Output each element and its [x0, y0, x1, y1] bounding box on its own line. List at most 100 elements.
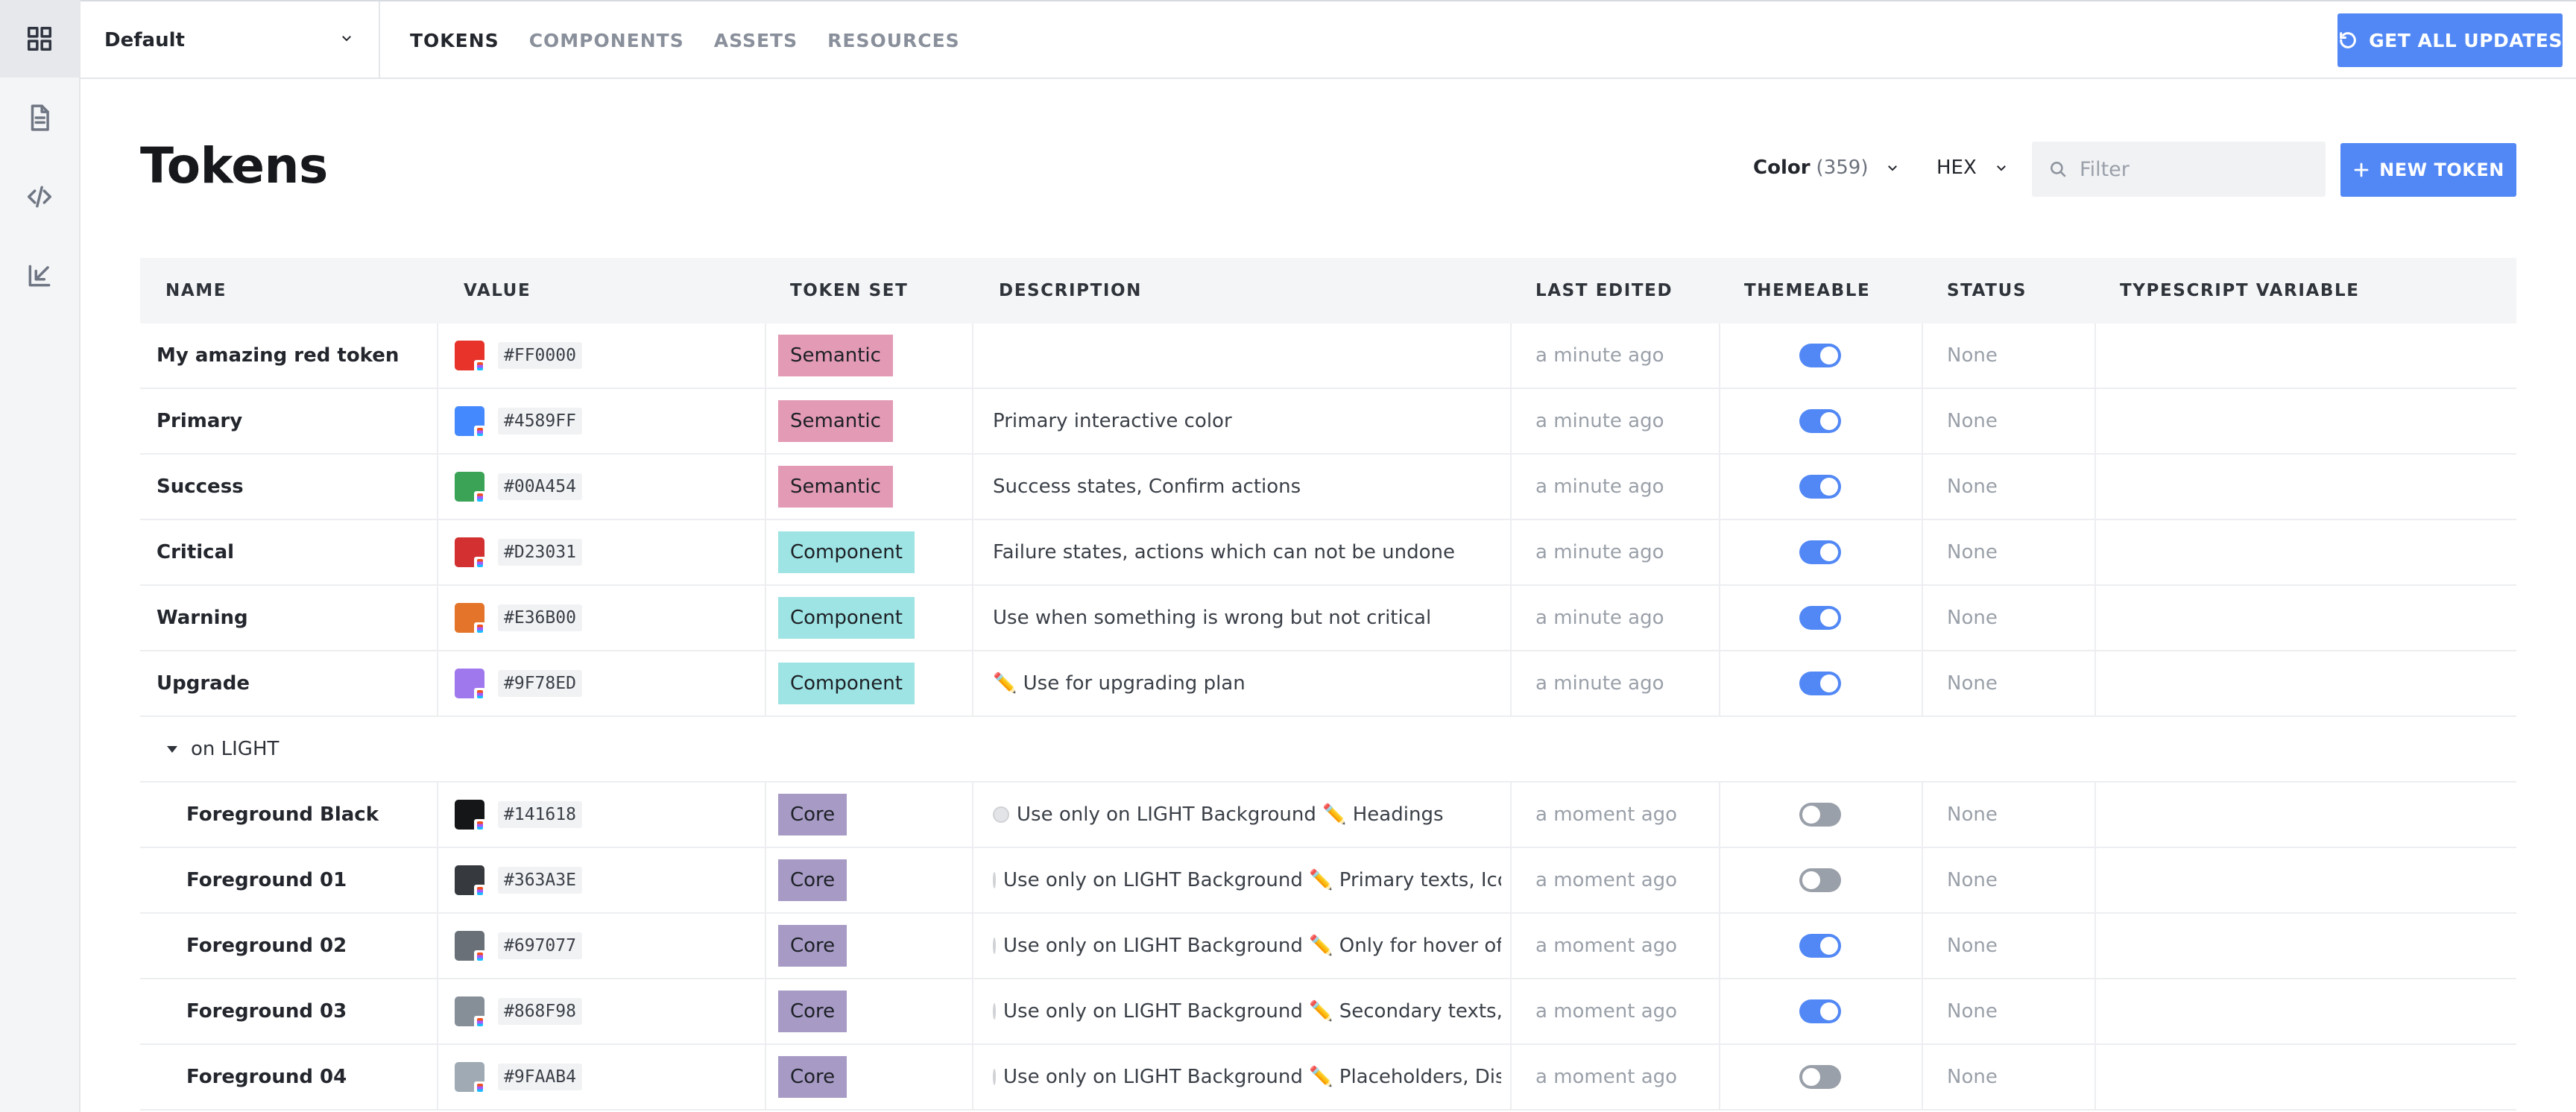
color-swatch[interactable]	[455, 537, 486, 569]
typescript-variable-cell[interactable]	[2120, 651, 2507, 715]
token-name[interactable]: Foreground 03	[186, 1000, 347, 1023]
token-set-cell[interactable]: Semantic	[778, 455, 965, 519]
group-row-on-light[interactable]: on LIGHT	[140, 717, 2516, 783]
table-row[interactable]: Primary #4589FF Semantic Primary interactiv…	[140, 389, 2516, 455]
column-header-token-set[interactable]: TOKEN SET	[790, 281, 909, 300]
token-set-cell[interactable]: Core	[778, 1045, 965, 1109]
color-swatch[interactable]	[455, 1062, 486, 1093]
column-header-description[interactable]: DESCRIPTION	[999, 281, 1143, 300]
token-type-dropdown[interactable]: Color (359)	[1753, 157, 1899, 179]
color-swatch[interactable]	[455, 669, 486, 700]
table-row[interactable]: Foreground Black #141618 Core Use only on L…	[140, 783, 2516, 848]
tab-components[interactable]: COMPONENTS	[528, 29, 684, 51]
description-cell[interactable]	[993, 323, 1501, 388]
token-name[interactable]: Foreground 01	[186, 869, 347, 891]
themeable-toggle[interactable]	[1799, 344, 1841, 367]
description-cell[interactable]: Success states, Confirm actions	[993, 455, 1501, 519]
color-swatch[interactable]	[455, 800, 486, 831]
token-set-cell[interactable]: Core	[778, 979, 965, 1043]
color-swatch[interactable]	[455, 865, 486, 897]
token-value[interactable]: #9F78ED	[455, 651, 753, 715]
caret-down-icon[interactable]	[167, 745, 177, 753]
typescript-variable-cell[interactable]	[2120, 979, 2507, 1043]
format-dropdown[interactable]: HEX	[1936, 157, 2008, 179]
token-set-cell[interactable]: Semantic	[778, 323, 965, 388]
themeable-toggle[interactable]	[1799, 803, 1841, 827]
theme-dropdown[interactable]: Default	[80, 1, 380, 79]
themeable-toggle[interactable]	[1799, 868, 1841, 892]
themeable-toggle[interactable]	[1799, 475, 1841, 499]
token-value[interactable]: #E36B00	[455, 586, 753, 650]
description-cell[interactable]: ✏️ Use for upgrading plan	[993, 651, 1501, 715]
table-row[interactable]: Success #00A454 Semantic Success states, Co…	[140, 455, 2516, 520]
table-row[interactable]: Foreground 03 #868F98 Core Use only on LIGH…	[140, 979, 2516, 1045]
token-value[interactable]: #D23031	[455, 520, 753, 584]
token-set-cell[interactable]: Component	[778, 520, 965, 584]
themeable-toggle[interactable]	[1799, 409, 1841, 433]
column-header-name[interactable]: NAME	[165, 281, 227, 300]
typescript-variable-cell[interactable]	[2120, 323, 2507, 388]
column-header-value[interactable]: VALUE	[464, 281, 531, 300]
token-value[interactable]: #697077	[455, 914, 753, 978]
themeable-toggle[interactable]	[1799, 672, 1841, 695]
rail-item-code[interactable]	[0, 158, 79, 236]
token-value[interactable]: #363A3E	[455, 848, 753, 912]
tab-tokens[interactable]: TOKENS	[410, 29, 499, 51]
table-row[interactable]: Warning #E36B00 Component Use when somethin…	[140, 586, 2516, 651]
column-header-themeable[interactable]: THEMEABLE	[1744, 281, 1871, 300]
token-name[interactable]: Success	[157, 476, 244, 498]
typescript-variable-cell[interactable]	[2120, 586, 2507, 650]
token-name[interactable]: My amazing red token	[157, 344, 400, 367]
table-row[interactable]: Foreground 04 #9FAAB4 Core Use only on LIGH…	[140, 1045, 2516, 1111]
token-name[interactable]: Foreground 02	[186, 935, 347, 957]
token-name[interactable]: Upgrade	[157, 672, 250, 695]
table-row[interactable]: Upgrade #9F78ED Component ✏️ Use for upgrad…	[140, 651, 2516, 717]
description-cell[interactable]: Use when something is wrong but not crit…	[993, 586, 1501, 650]
filter-input[interactable]	[2080, 157, 2318, 181]
get-all-updates-button[interactable]: GET ALL UPDATES	[2337, 13, 2563, 67]
typescript-variable-cell[interactable]	[2120, 783, 2507, 847]
typescript-variable-cell[interactable]	[2120, 914, 2507, 978]
typescript-variable-cell[interactable]	[2120, 1045, 2507, 1109]
column-header-status[interactable]: STATUS	[1947, 281, 2027, 300]
tab-assets[interactable]: ASSETS	[713, 29, 798, 51]
description-cell[interactable]: Use only on LIGHT Background ✏️ Headings	[993, 783, 1501, 847]
token-set-cell[interactable]: Core	[778, 783, 965, 847]
themeable-toggle[interactable]	[1799, 540, 1841, 564]
rail-item-tokens[interactable]	[0, 0, 79, 78]
column-header-last-edited[interactable]: LAST EDITED	[1535, 281, 1673, 300]
token-set-cell[interactable]: Core	[778, 914, 965, 978]
rail-item-docs[interactable]	[0, 79, 79, 157]
token-name[interactable]: Primary	[157, 410, 243, 432]
token-value[interactable]: #141618	[455, 783, 753, 847]
token-set-cell[interactable]: Component	[778, 651, 965, 715]
description-cell[interactable]: Use only on LIGHT Background ✏️ Placehol…	[993, 1045, 1501, 1109]
token-value[interactable]: #FF0000	[455, 323, 753, 388]
typescript-variable-cell[interactable]	[2120, 389, 2507, 453]
table-row[interactable]: My amazing red token #FF0000 Semantic a min…	[140, 323, 2516, 389]
color-swatch[interactable]	[455, 603, 486, 634]
color-swatch[interactable]	[455, 406, 486, 437]
token-name[interactable]: Foreground 04	[186, 1066, 347, 1088]
token-set-cell[interactable]: Semantic	[778, 389, 965, 453]
token-set-cell[interactable]: Core	[778, 848, 965, 912]
rail-item-import[interactable]	[0, 237, 79, 315]
new-token-button[interactable]: NEW TOKEN	[2340, 143, 2516, 197]
table-row[interactable]: Foreground 02 #697077 Core Use only on LIGH…	[140, 914, 2516, 979]
token-value[interactable]: #868F98	[455, 979, 753, 1043]
token-name[interactable]: Warning	[157, 607, 248, 629]
color-swatch[interactable]	[455, 341, 486, 372]
typescript-variable-cell[interactable]	[2120, 848, 2507, 912]
table-row[interactable]: Foreground 01 #363A3E Core Use only on LIGH…	[140, 848, 2516, 914]
token-name[interactable]: Foreground Black	[186, 803, 379, 826]
typescript-variable-cell[interactable]	[2120, 455, 2507, 519]
color-swatch[interactable]	[455, 472, 486, 503]
themeable-toggle[interactable]	[1799, 606, 1841, 630]
description-cell[interactable]: Primary interactive color	[993, 389, 1501, 453]
color-swatch[interactable]	[455, 931, 486, 962]
themeable-toggle[interactable]	[1799, 1065, 1841, 1089]
color-swatch[interactable]	[455, 996, 486, 1028]
description-cell[interactable]: Failure states, actions which can not be…	[993, 520, 1501, 584]
tab-resources[interactable]: RESOURCES	[827, 29, 960, 51]
table-row[interactable]: Critical #D23031 Component Failure states, …	[140, 520, 2516, 586]
